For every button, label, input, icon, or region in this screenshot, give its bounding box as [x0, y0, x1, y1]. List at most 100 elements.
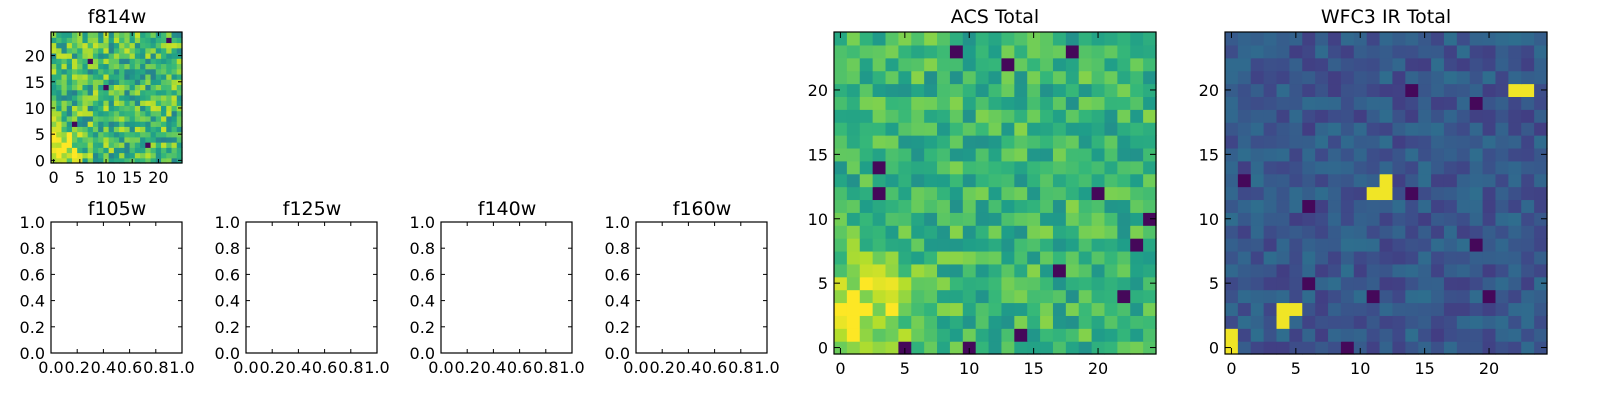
heatmap-cell	[1078, 250, 1093, 265]
heatmap-cell	[1340, 186, 1355, 201]
heatmap-cell	[949, 109, 964, 123]
heatmap-cell	[1078, 289, 1093, 304]
heatmap-cell	[834, 147, 848, 162]
heatmap-cell	[1379, 135, 1394, 149]
heatmap-cell	[1482, 70, 1497, 85]
heatmap-cell	[1065, 109, 1080, 123]
heatmap-cell	[155, 126, 162, 133]
heatmap-cell	[962, 32, 977, 46]
heatmap-cell	[1250, 186, 1265, 201]
heatmap-cell	[1366, 147, 1381, 162]
heatmap-cell	[98, 52, 104, 59]
heatmap-cell	[1104, 70, 1118, 85]
y-tick-label: 0.8	[20, 239, 45, 258]
heatmap-cell	[145, 42, 152, 49]
heatmap-cell	[1250, 44, 1265, 59]
heatmap-cell	[1328, 83, 1342, 97]
heatmap-cell	[1508, 83, 1522, 97]
heatmap-cell	[1482, 302, 1497, 316]
heatmap-cell	[949, 44, 964, 59]
heatmap-cell	[66, 37, 73, 44]
heatmap-cell	[885, 250, 899, 265]
heatmap-cell	[171, 37, 178, 44]
heatmap-cell	[1328, 70, 1342, 85]
heatmap-cell	[1456, 212, 1471, 226]
heatmap-cell	[1469, 44, 1484, 59]
heatmap-cell	[108, 157, 115, 164]
heatmap-cell	[1379, 83, 1394, 97]
heatmap-cell	[145, 131, 152, 138]
heatmap-cell	[1117, 238, 1131, 252]
heatmap-cell	[92, 100, 99, 106]
heatmap-cell	[911, 328, 925, 342]
y-tick-label: 1.0	[410, 213, 435, 232]
heatmap-cell	[1237, 83, 1252, 97]
heatmap-cell	[171, 126, 178, 133]
heatmap-cell	[61, 42, 68, 49]
heatmap-cell	[1482, 122, 1497, 136]
heatmap-cell	[1443, 173, 1458, 188]
heatmap-cell	[124, 89, 131, 96]
heatmap-cell	[949, 186, 964, 201]
x-tick-label: 1.0	[169, 358, 194, 377]
heatmap-cell	[1405, 315, 1419, 329]
heatmap-cell	[1040, 70, 1054, 85]
heatmap-cell	[1225, 276, 1239, 291]
heatmap-cell	[113, 89, 120, 96]
heatmap-cell	[1482, 57, 1497, 72]
heatmap-cell	[124, 73, 131, 80]
heatmap-cell	[1392, 109, 1406, 123]
x-tick-label: 20	[148, 168, 168, 187]
heatmap-cell	[1104, 57, 1118, 72]
heatmap-cell	[150, 157, 157, 164]
heatmap-cell	[1379, 315, 1394, 329]
heatmap-cell	[962, 263, 977, 278]
heatmap-cell	[61, 37, 68, 44]
heatmap-cell	[1482, 173, 1497, 188]
heatmap-cell	[1065, 199, 1080, 213]
heatmap-cell	[1443, 122, 1458, 136]
heatmap-cell	[975, 212, 990, 226]
heatmap-cell	[145, 105, 152, 112]
heatmap-cell	[1534, 83, 1548, 97]
heatmap-cell	[1237, 276, 1252, 291]
heatmap-cell	[77, 100, 84, 106]
heatmap-cell	[1418, 173, 1432, 188]
heatmap-cell	[166, 89, 173, 96]
heatmap-cell	[1418, 186, 1432, 201]
heatmap-cell	[1508, 276, 1522, 291]
heatmap-cell	[1353, 199, 1368, 213]
heatmap-cell	[51, 136, 57, 143]
heatmap-cell	[1508, 302, 1522, 316]
heatmap-cell	[937, 302, 951, 316]
heatmap-cell	[176, 32, 183, 38]
heatmap-cell	[1315, 263, 1329, 278]
heatmap-cell	[859, 276, 874, 291]
heatmap-cell	[1302, 186, 1316, 201]
heatmap-cell	[1431, 109, 1445, 123]
heatmap-cell	[1052, 160, 1067, 175]
heatmap-cell	[1456, 83, 1471, 97]
heatmap-cell	[1130, 315, 1144, 329]
heatmap-cell	[1276, 199, 1290, 213]
heatmap-cell	[1052, 250, 1067, 265]
heatmap-cell	[1117, 32, 1131, 46]
heatmap-cell	[937, 225, 951, 239]
heatmap-cell	[898, 250, 912, 265]
heatmap-cell	[1052, 302, 1067, 316]
x-ticks: 0 5 10 15 20	[1226, 32, 1499, 378]
heatmap-cell	[859, 83, 874, 97]
heatmap-cell	[1104, 109, 1118, 123]
heatmap-cell	[1117, 328, 1131, 342]
heatmap-cell	[859, 289, 874, 304]
heatmap-cell	[166, 58, 173, 65]
heatmap-cell	[1237, 160, 1252, 175]
heatmap-cell	[1431, 276, 1445, 291]
heatmap-cell	[113, 136, 120, 143]
heatmap-cell	[134, 110, 141, 117]
heatmap-cell	[129, 121, 136, 127]
heatmap-cell	[1143, 83, 1157, 97]
heatmap-cell	[1078, 96, 1093, 110]
heatmap-cell	[859, 302, 874, 316]
heatmap-cell	[1353, 212, 1368, 226]
